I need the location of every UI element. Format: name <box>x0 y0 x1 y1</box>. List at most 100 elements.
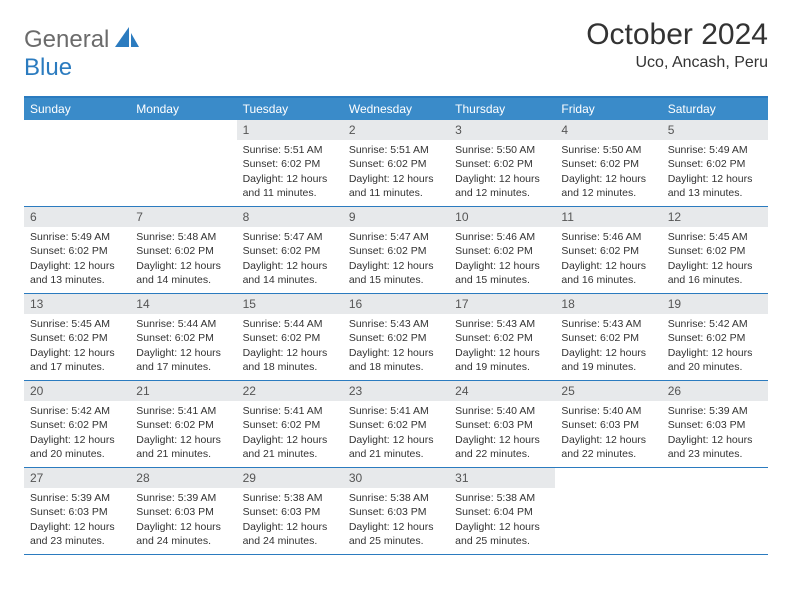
daylight-text: Daylight: 12 hours and 18 minutes. <box>349 346 443 374</box>
day-body: Sunrise: 5:51 AMSunset: 6:02 PMDaylight:… <box>237 140 343 206</box>
sunset-text: Sunset: 6:02 PM <box>455 331 549 345</box>
day-cell: 5Sunrise: 5:49 AMSunset: 6:02 PMDaylight… <box>662 120 768 206</box>
sunrise-text: Sunrise: 5:46 AM <box>455 230 549 244</box>
sunset-text: Sunset: 6:02 PM <box>30 331 124 345</box>
sunrise-text: Sunrise: 5:45 AM <box>668 230 762 244</box>
day-number: 22 <box>237 381 343 401</box>
day-number: 12 <box>662 207 768 227</box>
day-number: 24 <box>449 381 555 401</box>
sunset-text: Sunset: 6:02 PM <box>561 331 655 345</box>
day-cell: 23Sunrise: 5:41 AMSunset: 6:02 PMDayligh… <box>343 381 449 467</box>
sunrise-text: Sunrise: 5:46 AM <box>561 230 655 244</box>
day-body: Sunrise: 5:45 AMSunset: 6:02 PMDaylight:… <box>24 314 130 380</box>
daylight-text: Daylight: 12 hours and 14 minutes. <box>136 259 230 287</box>
day-cell: 24Sunrise: 5:40 AMSunset: 6:03 PMDayligh… <box>449 381 555 467</box>
day-number: 9 <box>343 207 449 227</box>
sunset-text: Sunset: 6:04 PM <box>455 505 549 519</box>
sunset-text: Sunset: 6:02 PM <box>243 244 337 258</box>
day-body: Sunrise: 5:43 AMSunset: 6:02 PMDaylight:… <box>449 314 555 380</box>
daylight-text: Daylight: 12 hours and 14 minutes. <box>243 259 337 287</box>
day-cell-empty <box>24 120 130 206</box>
day-cell: 14Sunrise: 5:44 AMSunset: 6:02 PMDayligh… <box>130 294 236 380</box>
day-body: Sunrise: 5:50 AMSunset: 6:02 PMDaylight:… <box>449 140 555 206</box>
daylight-text: Daylight: 12 hours and 13 minutes. <box>668 172 762 200</box>
day-number: 2 <box>343 120 449 140</box>
sunset-text: Sunset: 6:02 PM <box>668 244 762 258</box>
day-number: 13 <box>24 294 130 314</box>
sunrise-text: Sunrise: 5:43 AM <box>455 317 549 331</box>
day-cell-empty <box>130 120 236 206</box>
sunrise-text: Sunrise: 5:39 AM <box>668 404 762 418</box>
daylight-text: Daylight: 12 hours and 16 minutes. <box>561 259 655 287</box>
day-cell: 9Sunrise: 5:47 AMSunset: 6:02 PMDaylight… <box>343 207 449 293</box>
logo: General <box>24 18 143 54</box>
day-body: Sunrise: 5:43 AMSunset: 6:02 PMDaylight:… <box>555 314 661 380</box>
day-body: Sunrise: 5:48 AMSunset: 6:02 PMDaylight:… <box>130 227 236 293</box>
calendar-week: 20Sunrise: 5:42 AMSunset: 6:02 PMDayligh… <box>24 381 768 468</box>
sunrise-text: Sunrise: 5:40 AM <box>455 404 549 418</box>
sunrise-text: Sunrise: 5:50 AM <box>561 143 655 157</box>
daylight-text: Daylight: 12 hours and 21 minutes. <box>136 433 230 461</box>
daylight-text: Daylight: 12 hours and 24 minutes. <box>136 520 230 548</box>
location-text: Uco, Ancash, Peru <box>586 54 768 72</box>
sunrise-text: Sunrise: 5:38 AM <box>349 491 443 505</box>
day-number: 23 <box>343 381 449 401</box>
calendar-week: 27Sunrise: 5:39 AMSunset: 6:03 PMDayligh… <box>24 468 768 555</box>
sunset-text: Sunset: 6:03 PM <box>30 505 124 519</box>
day-number: 18 <box>555 294 661 314</box>
title-block: October 2024 Uco, Ancash, Peru <box>586 18 768 72</box>
day-body: Sunrise: 5:45 AMSunset: 6:02 PMDaylight:… <box>662 227 768 293</box>
day-number: 4 <box>555 120 661 140</box>
day-cell: 4Sunrise: 5:50 AMSunset: 6:02 PMDaylight… <box>555 120 661 206</box>
day-body: Sunrise: 5:44 AMSunset: 6:02 PMDaylight:… <box>237 314 343 380</box>
day-body: Sunrise: 5:40 AMSunset: 6:03 PMDaylight:… <box>449 401 555 467</box>
day-header-cell: Monday <box>130 98 236 120</box>
sunset-text: Sunset: 6:02 PM <box>30 418 124 432</box>
sunset-text: Sunset: 6:03 PM <box>243 505 337 519</box>
daylight-text: Daylight: 12 hours and 11 minutes. <box>243 172 337 200</box>
sunset-text: Sunset: 6:02 PM <box>455 244 549 258</box>
sunrise-text: Sunrise: 5:48 AM <box>136 230 230 244</box>
sunrise-text: Sunrise: 5:47 AM <box>243 230 337 244</box>
daylight-text: Daylight: 12 hours and 12 minutes. <box>455 172 549 200</box>
sunset-text: Sunset: 6:02 PM <box>30 244 124 258</box>
day-cell: 29Sunrise: 5:38 AMSunset: 6:03 PMDayligh… <box>237 468 343 554</box>
sunset-text: Sunset: 6:02 PM <box>668 157 762 171</box>
day-body: Sunrise: 5:47 AMSunset: 6:02 PMDaylight:… <box>343 227 449 293</box>
daylight-text: Daylight: 12 hours and 16 minutes. <box>668 259 762 287</box>
day-body: Sunrise: 5:42 AMSunset: 6:02 PMDaylight:… <box>24 401 130 467</box>
day-cell: 2Sunrise: 5:51 AMSunset: 6:02 PMDaylight… <box>343 120 449 206</box>
day-number: 16 <box>343 294 449 314</box>
sunrise-text: Sunrise: 5:49 AM <box>668 143 762 157</box>
sunset-text: Sunset: 6:03 PM <box>668 418 762 432</box>
day-cell: 8Sunrise: 5:47 AMSunset: 6:02 PMDaylight… <box>237 207 343 293</box>
sunrise-text: Sunrise: 5:39 AM <box>30 491 124 505</box>
calendar: SundayMondayTuesdayWednesdayThursdayFrid… <box>24 96 768 555</box>
day-body: Sunrise: 5:46 AMSunset: 6:02 PMDaylight:… <box>555 227 661 293</box>
daylight-text: Daylight: 12 hours and 20 minutes. <box>668 346 762 374</box>
day-cell-empty <box>555 468 661 554</box>
sunset-text: Sunset: 6:03 PM <box>561 418 655 432</box>
day-body: Sunrise: 5:44 AMSunset: 6:02 PMDaylight:… <box>130 314 236 380</box>
day-number: 1 <box>237 120 343 140</box>
day-body: Sunrise: 5:41 AMSunset: 6:02 PMDaylight:… <box>130 401 236 467</box>
day-cell: 15Sunrise: 5:44 AMSunset: 6:02 PMDayligh… <box>237 294 343 380</box>
daylight-text: Daylight: 12 hours and 25 minutes. <box>349 520 443 548</box>
daylight-text: Daylight: 12 hours and 25 minutes. <box>455 520 549 548</box>
day-body: Sunrise: 5:49 AMSunset: 6:02 PMDaylight:… <box>662 140 768 206</box>
day-cell: 26Sunrise: 5:39 AMSunset: 6:03 PMDayligh… <box>662 381 768 467</box>
sunrise-text: Sunrise: 5:43 AM <box>349 317 443 331</box>
day-cell: 22Sunrise: 5:41 AMSunset: 6:02 PMDayligh… <box>237 381 343 467</box>
day-body: Sunrise: 5:39 AMSunset: 6:03 PMDaylight:… <box>130 488 236 554</box>
sunrise-text: Sunrise: 5:38 AM <box>455 491 549 505</box>
daylight-text: Daylight: 12 hours and 22 minutes. <box>455 433 549 461</box>
sunrise-text: Sunrise: 5:39 AM <box>136 491 230 505</box>
daylight-text: Daylight: 12 hours and 17 minutes. <box>30 346 124 374</box>
sunset-text: Sunset: 6:02 PM <box>243 418 337 432</box>
day-cell: 18Sunrise: 5:43 AMSunset: 6:02 PMDayligh… <box>555 294 661 380</box>
logo-sail-icon <box>115 27 141 54</box>
day-number: 28 <box>130 468 236 488</box>
day-header-cell: Saturday <box>662 98 768 120</box>
sunset-text: Sunset: 6:02 PM <box>349 418 443 432</box>
daylight-text: Daylight: 12 hours and 23 minutes. <box>668 433 762 461</box>
